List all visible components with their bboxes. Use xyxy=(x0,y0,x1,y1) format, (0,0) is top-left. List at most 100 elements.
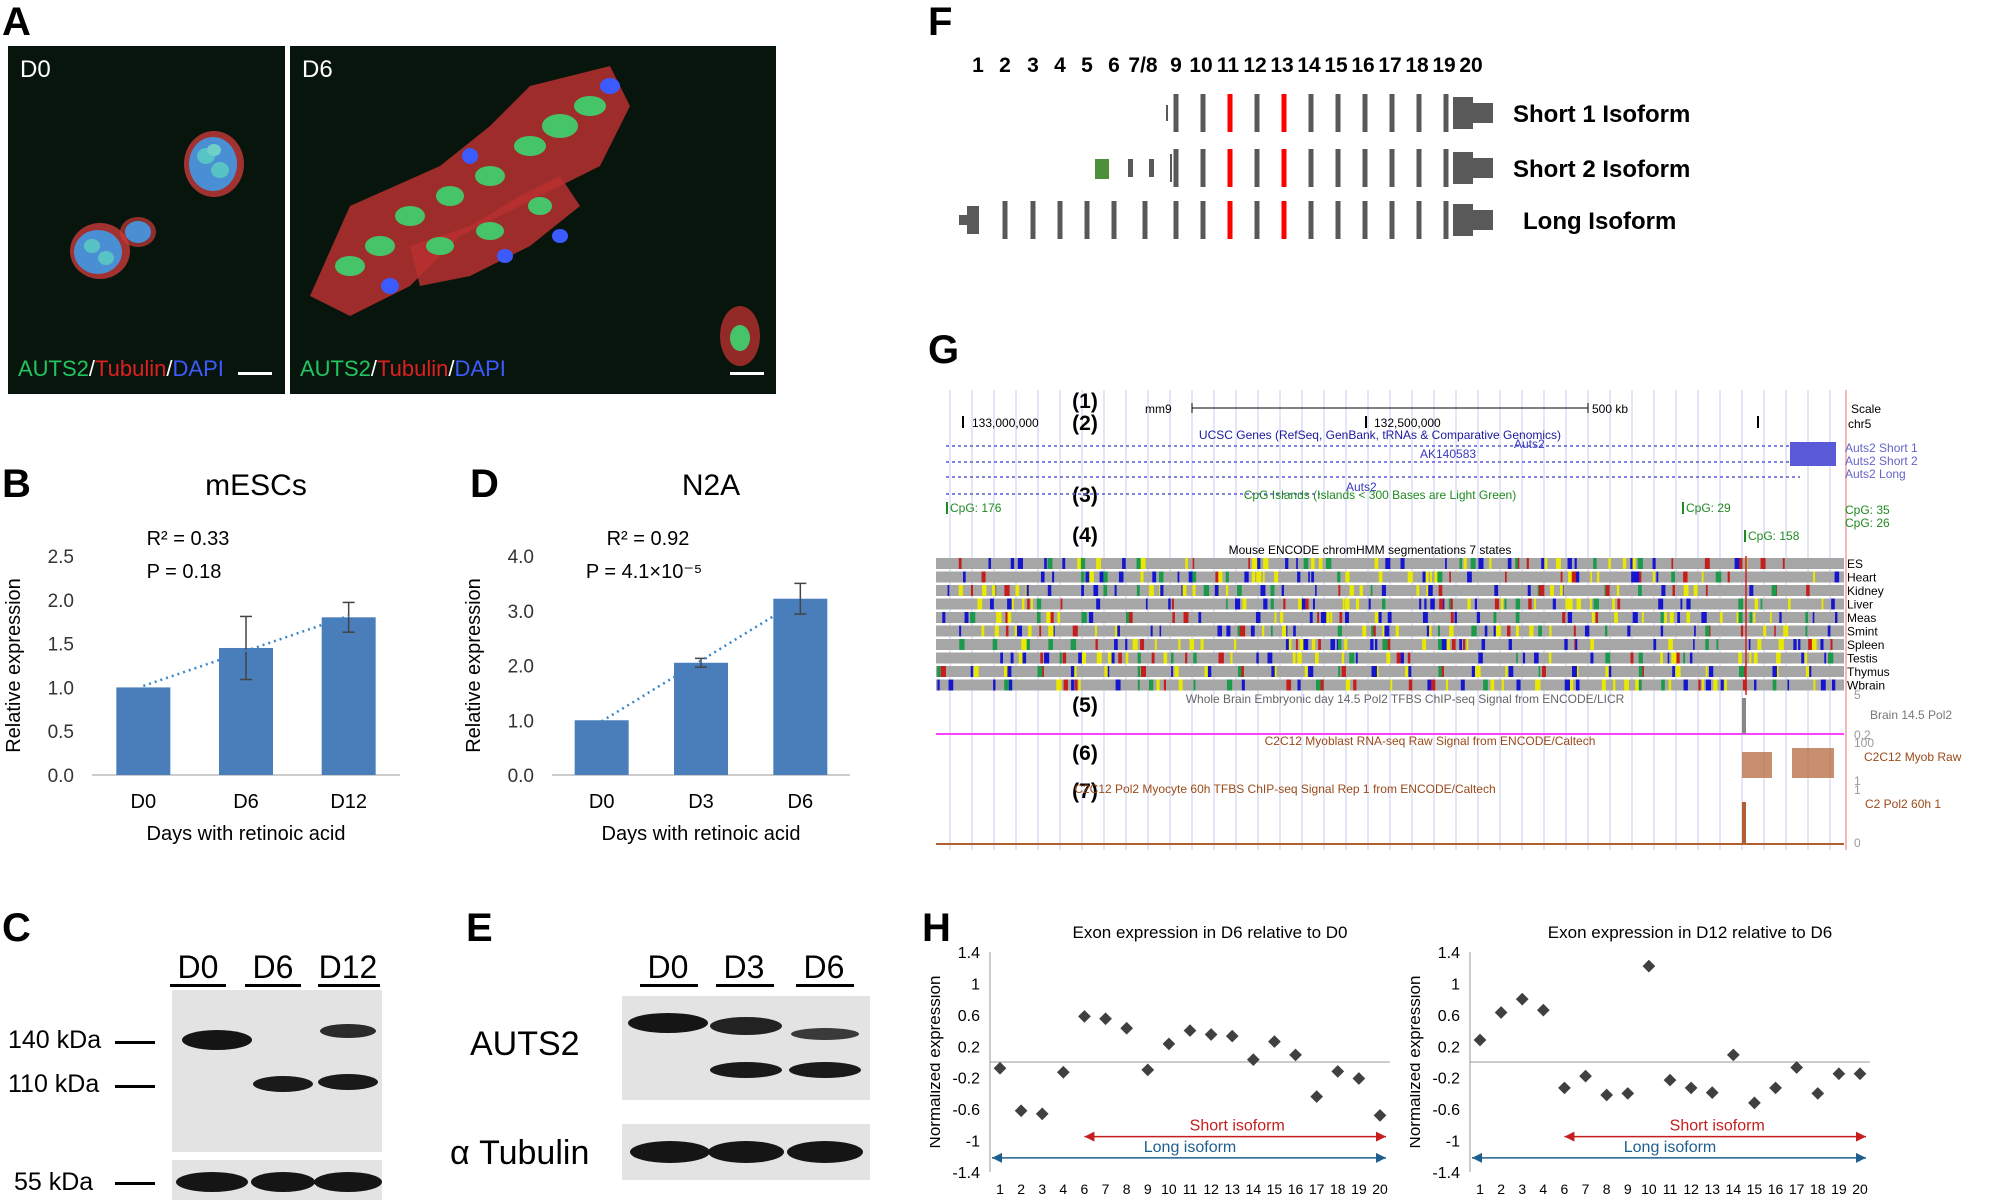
chromhmm-segment xyxy=(1085,571,1091,583)
data-point xyxy=(1790,1061,1804,1074)
chromhmm-segment xyxy=(982,585,987,596)
chromhmm-segment xyxy=(1010,558,1015,569)
x-tick-label: 2 xyxy=(1497,1181,1505,1197)
data-point xyxy=(1473,1033,1487,1047)
chromhmm-segment xyxy=(1288,639,1292,650)
y-tick-label: 1.0 xyxy=(48,678,74,699)
exon-block xyxy=(1281,94,1287,132)
chromhmm-segment xyxy=(1115,679,1121,691)
micrograph-d6-label: D6 xyxy=(302,56,333,83)
x-axis-title: Days with retinoic acid xyxy=(602,823,801,845)
chromhmm-segment xyxy=(1437,571,1443,583)
scale-bar xyxy=(730,372,764,375)
chromhmm-segment xyxy=(1004,585,1010,596)
chromhmm-segment xyxy=(1459,558,1463,569)
chromhmm-segment xyxy=(1739,666,1745,677)
bar-chart-mescs: mESCs 0.0 0.5 1.0 1.5 2.0 2.5 D0 D6 D12 R² = 0.33 P… xyxy=(3,469,400,845)
utr-block xyxy=(959,215,967,225)
chromhmm-segment xyxy=(1235,598,1241,610)
chromhmm-segment xyxy=(1188,571,1193,583)
chromhmm-segment xyxy=(1266,558,1269,569)
western-blot-c: D0 D6 D12 140 kDa 110 kDa 55 kDa xyxy=(8,949,382,1200)
chromhmm-segment xyxy=(1311,558,1315,569)
exon-block xyxy=(1227,149,1233,187)
chromhmm-segment xyxy=(1296,558,1298,569)
chromhmm-segment xyxy=(1114,639,1118,650)
arrowhead xyxy=(1564,1131,1575,1142)
cell-cluster-d6-main xyxy=(310,66,630,316)
y-tick-label: 0.6 xyxy=(1438,1008,1460,1025)
trendline xyxy=(142,614,350,688)
chromhmm-segment xyxy=(1107,652,1112,664)
data-point xyxy=(1099,1012,1112,1026)
tissue-label: Thymus xyxy=(1847,665,1890,679)
chromhmm-segment xyxy=(1007,612,1012,623)
chromhmm-segment xyxy=(1312,598,1315,610)
utr-block xyxy=(1453,97,1473,129)
chromhmm-row-wbrain xyxy=(936,679,1844,691)
chromhmm-segment xyxy=(1494,585,1499,596)
row-label-tubulin: α Tubulin xyxy=(450,1134,589,1172)
scale-bar xyxy=(238,372,272,375)
x-tick-label: D12 xyxy=(330,791,367,813)
exon-label: 11 xyxy=(1217,54,1240,77)
chromhmm-segment xyxy=(1193,652,1197,664)
x-tick-label: 1 xyxy=(1476,1181,1484,1197)
x-tick-label: 4 xyxy=(1539,1181,1547,1197)
chromhmm-segment xyxy=(1375,639,1378,650)
chromhmm-segment xyxy=(1125,639,1128,650)
x-tick-label: 12 xyxy=(1683,1181,1699,1197)
chromhmm-segment xyxy=(1693,639,1695,650)
chromhmm-segment xyxy=(1103,585,1108,596)
chromhmm-segment xyxy=(1270,598,1274,610)
chromhmm-segment xyxy=(1214,585,1219,596)
exon-label: 5 xyxy=(1081,54,1093,77)
chromhmm-segment xyxy=(1538,666,1541,677)
myocyte-right-label: C2 Pol2 60h 1 xyxy=(1865,797,1941,811)
chromhmm-segment xyxy=(1241,679,1245,691)
chromhmm-segment xyxy=(1821,598,1824,610)
chromhmm-segment xyxy=(1182,585,1187,596)
chromhmm-segment xyxy=(1226,598,1228,610)
chromhmm-segment xyxy=(1407,571,1413,583)
annotation-r2: R² = 0.92 xyxy=(607,528,690,550)
exon-label: 19 xyxy=(1432,54,1455,77)
chromhmm-segment xyxy=(1507,625,1511,637)
chromhmm-segment xyxy=(1753,612,1756,623)
chromhmm-segment xyxy=(1783,625,1789,637)
chromhmm-segment xyxy=(1004,666,1010,677)
chromhmm-row-smint xyxy=(936,625,1844,637)
chromhmm-segment xyxy=(1633,558,1636,569)
chromhmm-segment xyxy=(1422,571,1426,583)
rnaseq-title: C2C12 Myoblast RNA-seq Raw Signal from E… xyxy=(1265,734,1596,748)
alt-first-exon xyxy=(1095,159,1109,179)
utr-block xyxy=(967,206,979,234)
chromhmm-segment xyxy=(1159,625,1162,637)
chromhmm-segment xyxy=(1672,585,1675,596)
chromhmm-segment xyxy=(1156,679,1160,691)
bar-d3 xyxy=(674,662,728,775)
chromhmm-segment xyxy=(1239,625,1246,637)
chromhmm-segment xyxy=(1039,625,1042,637)
panel-letter-h: H xyxy=(922,906,951,950)
chromhmm-segment xyxy=(1538,625,1543,637)
chromhmm-segment xyxy=(1763,625,1767,637)
marker-140: 140 kDa xyxy=(8,1026,101,1054)
x-tick-label: 14 xyxy=(1246,1181,1262,1197)
scale-length: 500 kb xyxy=(1592,402,1628,416)
chromhmm-segment xyxy=(1250,625,1255,637)
exon-block xyxy=(1173,149,1179,187)
chromhmm-segment xyxy=(1590,639,1595,650)
chromhmm-segment xyxy=(1292,652,1296,664)
chromhmm-segment xyxy=(1601,679,1606,691)
chromhmm-segment xyxy=(1371,666,1377,677)
chromhmm-segment xyxy=(1280,612,1284,623)
chromhmm-segment xyxy=(1820,639,1824,650)
chromhmm-segment xyxy=(1463,558,1467,569)
chromhmm-segment xyxy=(1738,558,1743,569)
chromhmm-segment xyxy=(1315,585,1317,596)
x-tick-label: 12 xyxy=(1203,1181,1219,1197)
exon-block xyxy=(1362,149,1368,187)
y-tick-label: 1 xyxy=(971,976,980,993)
chromhmm-segment xyxy=(1565,598,1568,610)
